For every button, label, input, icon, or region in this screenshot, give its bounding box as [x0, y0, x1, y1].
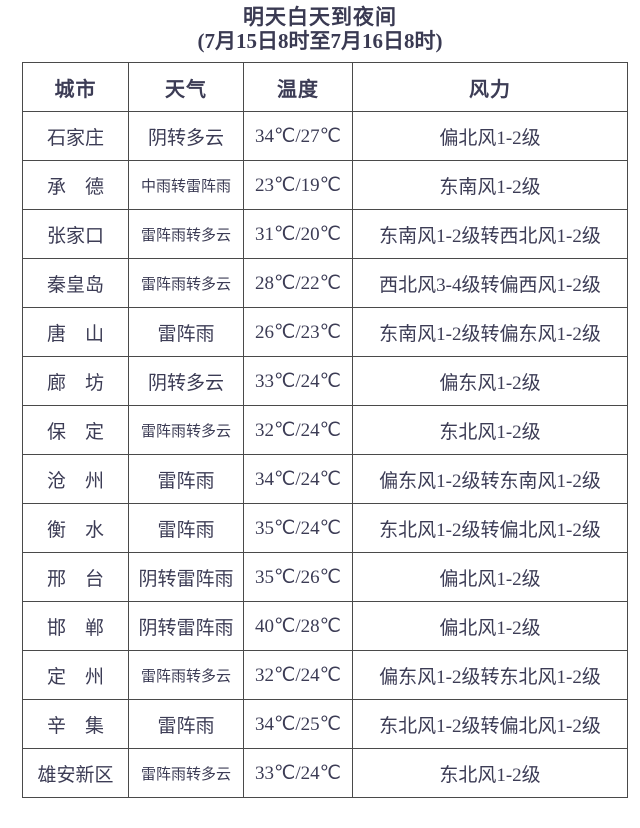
weather-cell: 雷阵雨 [128, 307, 244, 357]
table-row: 衡 水 雷阵雨 35℃/24℃ 东北风1-2级转偏北风1-2级 [22, 503, 628, 553]
table-row: 廊 坊 阴转多云 33℃/24℃ 偏东风1-2级 [22, 356, 628, 406]
table-row: 雄安新区 雷阵雨转多云 33℃/24℃ 东北风1-2级 [22, 748, 628, 798]
wind-cell: 东北风1-2级 [352, 405, 628, 455]
wind-cell: 东南风1-2级转偏东风1-2级 [352, 307, 628, 357]
table-row: 邯 郸 阴转雷阵雨 40℃/28℃ 偏北风1-2级 [22, 601, 628, 651]
wind-cell: 偏北风1-2级 [352, 552, 628, 602]
weather-cell: 雷阵雨转多云 [128, 405, 244, 455]
temperature-cell: 32℃/24℃ [243, 405, 353, 455]
city-cell: 辛 集 [22, 699, 129, 749]
temperature-cell: 34℃/27℃ [243, 111, 353, 161]
wind-cell: 东北风1-2级 [352, 748, 628, 798]
forecast-table: 城市 天气 温度 风力 石家庄 阴转多云 34℃/27℃ 偏北风1-2级 承 德… [22, 62, 628, 798]
temperature-cell: 26℃/23℃ [243, 307, 353, 357]
temperature-cell: 35℃/24℃ [243, 503, 353, 553]
city-cell: 邢 台 [22, 552, 129, 602]
table-row: 唐 山 雷阵雨 26℃/23℃ 东南风1-2级转偏东风1-2级 [22, 307, 628, 357]
city-cell: 邯 郸 [22, 601, 129, 651]
wind-cell: 偏东风1-2级转东南风1-2级 [352, 454, 628, 504]
city-cell: 衡 水 [22, 503, 129, 553]
table-row: 定 州 雷阵雨转多云 32℃/24℃ 偏东风1-2级转东北风1-2级 [22, 650, 628, 700]
weather-cell: 雷阵雨转多云 [128, 258, 244, 308]
table-row: 张家口 雷阵雨转多云 31℃/20℃ 东南风1-2级转西北风1-2级 [22, 209, 628, 259]
table-row: 辛 集 雷阵雨 34℃/25℃ 东北风1-2级转偏北风1-2级 [22, 699, 628, 749]
table-row: 保 定 雷阵雨转多云 32℃/24℃ 东北风1-2级 [22, 405, 628, 455]
page-title: 明天白天到夜间 (7月15日8时至7月16日8时) [0, 0, 640, 53]
temperature-cell: 33℃/24℃ [243, 748, 353, 798]
title-line1: 明天白天到夜间 [243, 5, 397, 29]
weather-cell: 阴转多云 [128, 356, 244, 406]
temperature-cell: 34℃/25℃ [243, 699, 353, 749]
col-header-wind: 风力 [352, 62, 628, 112]
weather-cell: 雷阵雨 [128, 503, 244, 553]
weather-cell: 阴转雷阵雨 [128, 601, 244, 651]
wind-cell: 偏北风1-2级 [352, 601, 628, 651]
city-cell: 定 州 [22, 650, 129, 700]
wind-cell: 东南风1-2级 [352, 160, 628, 210]
table-row: 沧 州 雷阵雨 34℃/24℃ 偏东风1-2级转东南风1-2级 [22, 454, 628, 504]
col-header-weather: 天气 [128, 62, 244, 112]
temperature-cell: 32℃/24℃ [243, 650, 353, 700]
temperature-cell: 35℃/26℃ [243, 552, 353, 602]
wind-cell: 西北风3-4级转偏西风1-2级 [352, 258, 628, 308]
city-cell: 廊 坊 [22, 356, 129, 406]
city-cell: 承 德 [22, 160, 129, 210]
temperature-cell: 28℃/22℃ [243, 258, 353, 308]
weather-cell: 雷阵雨转多云 [128, 748, 244, 798]
col-header-city: 城市 [22, 62, 129, 112]
temperature-cell: 31℃/20℃ [243, 209, 353, 259]
city-cell: 石家庄 [22, 111, 129, 161]
table-row: 秦皇岛 雷阵雨转多云 28℃/22℃ 西北风3-4级转偏西风1-2级 [22, 258, 628, 308]
wind-cell: 东北风1-2级转偏北风1-2级 [352, 503, 628, 553]
weather-cell: 阴转雷阵雨 [128, 552, 244, 602]
table-row: 邢 台 阴转雷阵雨 35℃/26℃ 偏北风1-2级 [22, 552, 628, 602]
temperature-cell: 23℃/19℃ [243, 160, 353, 210]
city-cell: 唐 山 [22, 307, 129, 357]
wind-cell: 偏东风1-2级 [352, 356, 628, 406]
wind-cell: 偏北风1-2级 [352, 111, 628, 161]
weather-cell: 雷阵雨转多云 [128, 650, 244, 700]
weather-cell: 中雨转雷阵雨 [128, 160, 244, 210]
temperature-cell: 40℃/28℃ [243, 601, 353, 651]
wind-cell: 东南风1-2级转西北风1-2级 [352, 209, 628, 259]
city-cell: 张家口 [22, 209, 129, 259]
city-cell: 沧 州 [22, 454, 129, 504]
table-header-row: 城市 天气 温度 风力 [22, 62, 628, 112]
table-row: 承 德 中雨转雷阵雨 23℃/19℃ 东南风1-2级 [22, 160, 628, 210]
table-row: 石家庄 阴转多云 34℃/27℃ 偏北风1-2级 [22, 111, 628, 161]
weather-cell: 阴转多云 [128, 111, 244, 161]
wind-cell: 偏东风1-2级转东北风1-2级 [352, 650, 628, 700]
temperature-cell: 34℃/24℃ [243, 454, 353, 504]
city-cell: 秦皇岛 [22, 258, 129, 308]
wind-cell: 东北风1-2级转偏北风1-2级 [352, 699, 628, 749]
weather-cell: 雷阵雨 [128, 699, 244, 749]
temperature-cell: 33℃/24℃ [243, 356, 353, 406]
weather-cell: 雷阵雨转多云 [128, 209, 244, 259]
title-line2: (7月15日8时至7月16日8时) [197, 29, 443, 53]
col-header-temperature: 温度 [243, 62, 353, 112]
city-cell: 保 定 [22, 405, 129, 455]
city-cell: 雄安新区 [22, 748, 129, 798]
weather-cell: 雷阵雨 [128, 454, 244, 504]
